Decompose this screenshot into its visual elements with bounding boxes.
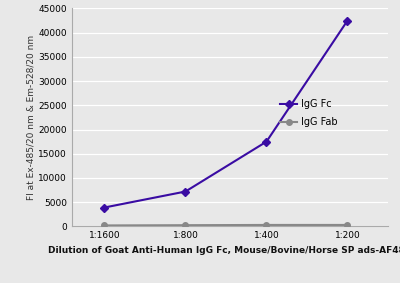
Y-axis label: FI at Ex-485/20 nm & Em-528/20 nm: FI at Ex-485/20 nm & Em-528/20 nm bbox=[27, 35, 36, 200]
X-axis label: Dilution of Goat Anti-Human IgG Fc, Mouse/Bovine/Horse SP ads-AF488: Dilution of Goat Anti-Human IgG Fc, Mous… bbox=[48, 246, 400, 255]
IgG Fab bbox=[102, 224, 107, 227]
Line: IgG Fab: IgG Fab bbox=[102, 222, 350, 228]
IgG Fab bbox=[264, 223, 269, 227]
IgG Fc bbox=[264, 140, 269, 143]
Line: IgG Fc: IgG Fc bbox=[102, 18, 350, 210]
Legend: IgG Fc, IgG Fab: IgG Fc, IgG Fab bbox=[276, 95, 342, 131]
IgG Fab bbox=[183, 224, 188, 227]
IgG Fc bbox=[345, 19, 350, 22]
IgG Fc bbox=[183, 190, 188, 193]
IgG Fab bbox=[345, 223, 350, 227]
IgG Fc bbox=[102, 206, 107, 209]
